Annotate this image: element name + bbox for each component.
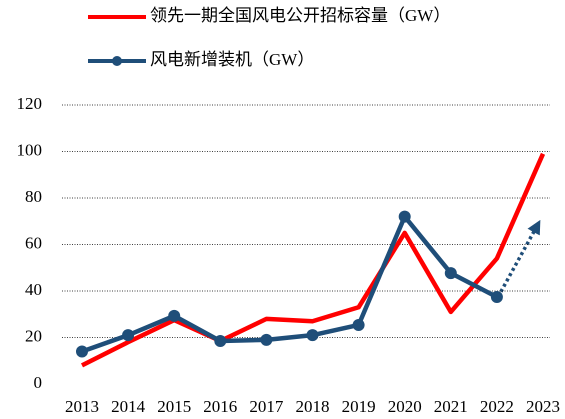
point-marker [76,345,88,358]
x-tick-label: 2015 [157,397,191,416]
series-line [80,152,546,368]
x-tick-label: 2021 [434,397,468,416]
point-marker [490,291,503,304]
point-marker [398,210,411,223]
point-marker [214,334,227,347]
x-tick-label: 2016 [203,397,237,416]
x-tick-label: 2014 [111,397,146,416]
point-marker [168,309,181,322]
y-tick-label: 40 [25,280,42,299]
y-tick-label: 120 [17,94,43,113]
forecast-arrow [496,219,541,298]
point-marker [352,318,365,331]
legend-marker [112,56,122,66]
point-marker [260,333,273,346]
x-tick-label: 2013 [65,397,99,416]
x-tick-label: 2022 [480,397,514,416]
x-tick-label: 2023 [526,397,560,416]
legend-label: 领先一期全国风电公开招标容量（GW） [150,6,450,25]
y-tick-label: 100 [17,140,43,159]
point-marker [122,329,135,342]
x-tick-label: 2018 [296,397,330,416]
y-tick-label: 20 [25,326,42,345]
x-tick-label: 2020 [388,397,422,416]
y-tick-label: 0 [34,373,43,392]
x-tick-label: 2019 [342,397,376,416]
legend-label: 风电新增装机（GW） [150,50,314,69]
y-tick-label: 80 [25,187,42,206]
series-line [81,214,498,354]
y-tick-label: 60 [25,233,42,252]
x-tick-label: 2017 [249,397,284,416]
point-marker [444,267,457,280]
point-marker [306,329,319,342]
